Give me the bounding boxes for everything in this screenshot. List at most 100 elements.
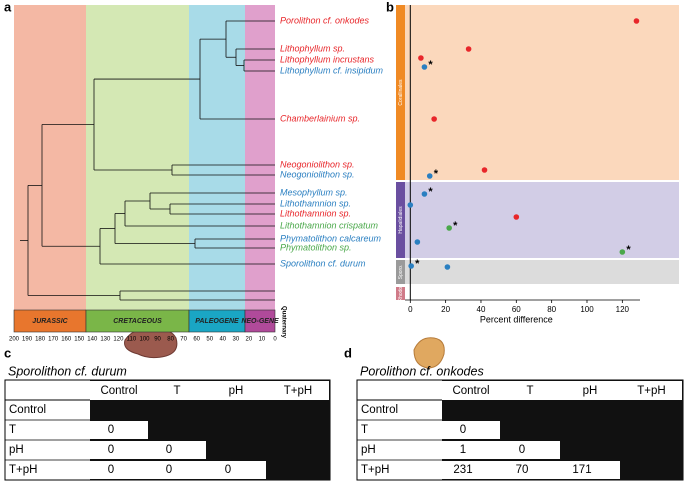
cell-value: 0 bbox=[225, 464, 231, 476]
time-tick-label: 30 bbox=[233, 337, 240, 343]
cell-value: 0 bbox=[166, 444, 172, 456]
value-cell bbox=[206, 461, 266, 479]
taxon-label: Lithophyllum incrustans bbox=[280, 54, 375, 64]
group-strip bbox=[396, 260, 405, 284]
cell-value: 0 bbox=[166, 464, 172, 476]
row-label: pH bbox=[361, 444, 376, 456]
column-header: T+pH bbox=[284, 385, 312, 397]
group-label: Hapalidiales bbox=[398, 206, 404, 234]
data-point bbox=[444, 264, 451, 270]
time-tick-label: 180 bbox=[35, 337, 46, 343]
significance-star: * bbox=[428, 186, 433, 198]
data-point bbox=[418, 55, 424, 61]
table-title: Porolithon cf. onkodes bbox=[360, 364, 484, 378]
cell-value: 0 bbox=[460, 424, 466, 436]
x-tick-label: 100 bbox=[580, 305, 594, 314]
taxon-label: Lithothamnion sp. bbox=[280, 208, 351, 218]
group-strip bbox=[396, 287, 405, 300]
significance-star: * bbox=[415, 258, 420, 270]
row-label: T bbox=[361, 424, 368, 436]
time-tick-label: 10 bbox=[259, 337, 266, 343]
value-cell bbox=[500, 461, 560, 479]
panel-label: a bbox=[4, 0, 12, 14]
time-tick-label: 140 bbox=[87, 337, 98, 343]
group-band bbox=[405, 287, 679, 300]
group-label: Corallinales bbox=[398, 79, 404, 106]
period-label: CRETACEOUS bbox=[113, 318, 162, 325]
group-band bbox=[405, 5, 679, 180]
group-strip bbox=[396, 5, 405, 180]
significance-star: * bbox=[626, 244, 631, 256]
panel-label: d bbox=[344, 345, 352, 360]
data-point bbox=[431, 116, 437, 122]
data-point bbox=[481, 167, 488, 173]
period-label: JURASSIC bbox=[32, 318, 68, 325]
data-point bbox=[414, 239, 421, 245]
time-tick-label: 200 bbox=[9, 337, 20, 343]
period-band bbox=[86, 5, 189, 310]
row-label: Control bbox=[9, 404, 46, 416]
time-tick-label: 50 bbox=[206, 337, 213, 343]
period-label: NEO-GENE bbox=[241, 318, 279, 325]
group-label: Rhodo. bbox=[398, 285, 404, 301]
taxon-label: Lithophyllum cf. insipidum bbox=[280, 65, 384, 75]
significance-star: * bbox=[428, 59, 433, 71]
x-tick-label: 40 bbox=[477, 305, 486, 314]
column-header: Control bbox=[100, 385, 137, 397]
row-label: T+pH bbox=[9, 464, 37, 476]
taxon-label: Lithothamnion crispatum bbox=[280, 220, 379, 230]
time-tick-label: 190 bbox=[22, 337, 33, 343]
quaternary-label: Quaternary bbox=[280, 306, 286, 339]
period-band bbox=[245, 5, 275, 310]
data-point bbox=[465, 46, 472, 52]
specimen-image bbox=[124, 328, 178, 359]
header-cell bbox=[90, 381, 329, 400]
value-cell bbox=[442, 441, 500, 459]
cell-value: 0 bbox=[519, 444, 525, 456]
panel-label: b bbox=[386, 0, 394, 14]
x-tick-label: 80 bbox=[547, 305, 556, 314]
drawing-layer: JURASSIC CRETACEOUS PALEOGENE NEO-GENE Quate… bbox=[4, 5, 684, 481]
column-header: Control bbox=[452, 385, 489, 397]
time-tick-label: 160 bbox=[61, 337, 72, 343]
row-label: Control bbox=[361, 404, 398, 416]
taxon-label: Sporolithon cf. durum bbox=[280, 258, 366, 268]
x-tick-label: 20 bbox=[441, 305, 450, 314]
period-label: PALEOGENE bbox=[195, 318, 239, 325]
taxon-label: Lithothamnion sp. bbox=[280, 198, 351, 208]
value-cell bbox=[148, 461, 206, 479]
cell-value: 0 bbox=[108, 464, 114, 476]
value-cell bbox=[500, 441, 560, 459]
time-tick-label: 120 bbox=[113, 337, 124, 343]
time-tick-label: 170 bbox=[48, 337, 59, 343]
time-tick-label: 40 bbox=[219, 337, 226, 343]
data-point bbox=[446, 225, 452, 231]
row-label: pH bbox=[9, 444, 24, 456]
time-tick-label: 110 bbox=[127, 337, 137, 343]
taxon-label: Mesophyllum sp. bbox=[280, 187, 348, 197]
value-cell bbox=[90, 421, 148, 439]
taxon-label: Neogoniolithon sp. bbox=[280, 169, 355, 179]
significance-star: * bbox=[434, 168, 439, 180]
time-tick-label: 70 bbox=[180, 337, 187, 343]
data-point bbox=[426, 173, 433, 179]
cell-value: 0 bbox=[108, 444, 114, 456]
time-tick-label: 80 bbox=[167, 337, 174, 343]
row-label: T+pH bbox=[361, 464, 389, 476]
data-point bbox=[633, 18, 640, 24]
value-cell bbox=[148, 441, 206, 459]
value-cell bbox=[90, 441, 148, 459]
column-header: T bbox=[526, 385, 533, 397]
significance-star: * bbox=[453, 220, 458, 232]
column-header: T bbox=[173, 385, 180, 397]
taxon-label: Phymatolithon calcareum bbox=[280, 233, 382, 243]
time-tick-label: 130 bbox=[100, 337, 111, 343]
taxon-label: Phymatolithon sp. bbox=[280, 242, 352, 252]
cell-value: 1 bbox=[460, 444, 466, 456]
group-band bbox=[405, 260, 679, 284]
row-label: T bbox=[9, 424, 16, 436]
x-tick-label: 60 bbox=[512, 305, 521, 314]
group-label: Sporo. bbox=[398, 265, 404, 280]
value-cell bbox=[560, 461, 620, 479]
column-header: pH bbox=[229, 385, 244, 397]
